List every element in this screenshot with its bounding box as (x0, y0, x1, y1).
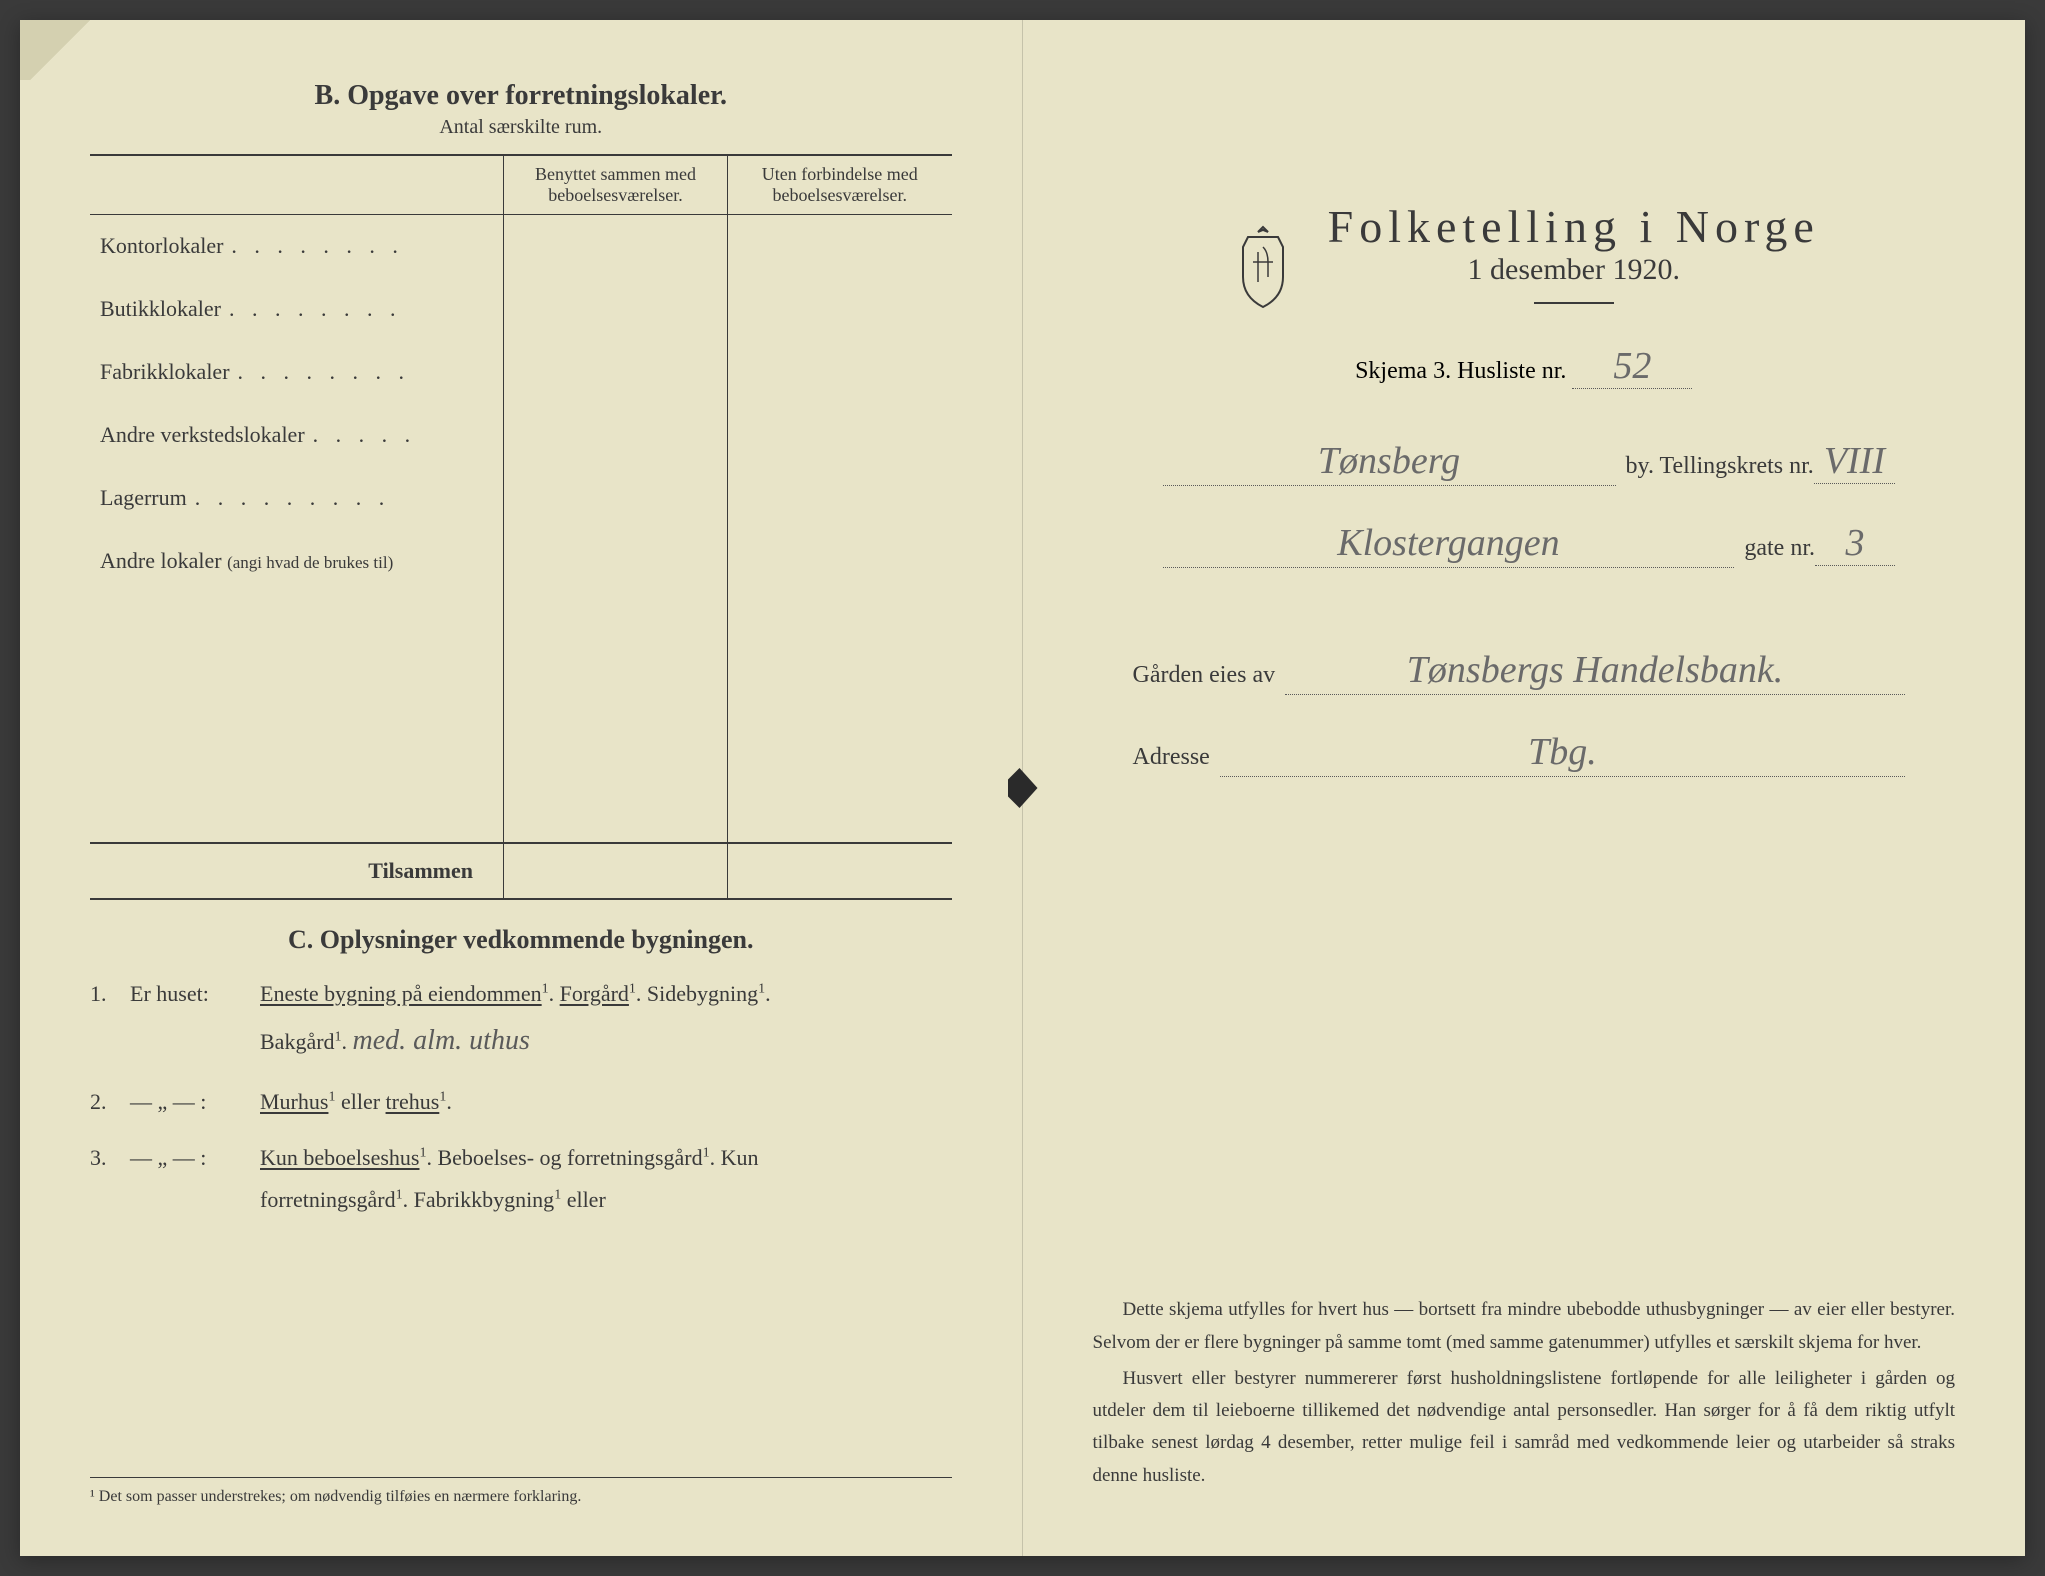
row-label: Lagerrum (100, 485, 187, 510)
cell (728, 278, 952, 341)
section-c-item-3: 3. — „ — : Kun beboelseshus1. Beboelses-… (90, 1137, 952, 1221)
owner-label: Gården eies av (1133, 662, 1276, 689)
blank-row (90, 743, 952, 793)
item-label: Er huset: (130, 973, 260, 1068)
row-label: Butikklokaler (100, 296, 221, 321)
skjema-label: Skjema 3. Husliste nr. (1355, 358, 1566, 384)
section-b-subtitle: Antal særskilte rum. (90, 116, 952, 139)
cell (728, 215, 952, 278)
owner-section: Gården eies av Tønsbergs Handelsbank. Ad… (1093, 648, 1956, 777)
cell (728, 530, 952, 593)
table-header-blank (90, 155, 504, 215)
instructions: Dette skjema utfylles for hvert hus — bo… (1093, 1294, 1956, 1496)
instructions-p2: Husvert eller bestyrer nummererer først … (1093, 1363, 1956, 1492)
row-label: Kontorlokaler (100, 233, 223, 258)
norway-crest-icon (1228, 222, 1298, 312)
business-premises-table: Benyttet sammen med beboelsesværelser. U… (90, 154, 952, 900)
row-label: Andre verkstedslokaler (100, 422, 305, 447)
table-row: Andre lokaler (angi hvad de brukes til) (90, 530, 952, 593)
cell (728, 341, 952, 404)
city-label: by. Tellingskrets nr. (1626, 453, 1814, 480)
row-label: Andre lokaler (100, 548, 222, 573)
handwritten-note: med. alm. uthus (353, 1025, 530, 1056)
address-value: Tbg. (1220, 730, 1905, 777)
street-label: gate nr. (1744, 535, 1815, 562)
item-content: Kun beboelseshus1. Beboelses- og forretn… (260, 1137, 952, 1221)
title-row: Folketelling i Norge 1 desember 1920. (1093, 200, 1956, 334)
main-title: Folketelling i Norge (1328, 200, 1820, 253)
row-label: Fabrikklokaler (100, 359, 230, 384)
cell (728, 467, 952, 530)
item-content: Murhus1 eller trehus1. (260, 1081, 952, 1123)
left-page: B. Opgave over forretningslokaler. Antal… (20, 20, 1023, 1556)
dots: . . . . . . . . . (195, 485, 391, 510)
section-c-title: C. Oplysninger vedkommende bygningen. (90, 925, 952, 955)
item-content: Eneste bygning på eiendommen1. Forgård1.… (260, 973, 952, 1068)
table-row: Kontorlokaler . . . . . . . . (90, 215, 952, 278)
dots: . . . . . . . . (238, 359, 411, 384)
table-row: Andre verkstedslokaler . . . . . (90, 404, 952, 467)
cell (504, 467, 728, 530)
cell (728, 843, 952, 899)
dots: . . . . . (313, 422, 417, 447)
husliste-nr: 52 (1572, 344, 1692, 389)
table-header-col1: Benyttet sammen med beboelsesværelser. (504, 155, 728, 215)
cell (504, 843, 728, 899)
cell (504, 530, 728, 593)
item-label: — „ — : (130, 1081, 260, 1123)
section-c-item-2: 2. — „ — : Murhus1 eller trehus1. (90, 1081, 952, 1123)
blank-row (90, 593, 952, 643)
owner-value: Tønsbergs Handelsbank. (1285, 648, 1905, 695)
cell (504, 341, 728, 404)
total-row: Tilsammen (90, 843, 952, 899)
right-page: Folketelling i Norge 1 desember 1920. Sk… (1023, 20, 2026, 1556)
skjema-line: Skjema 3. Husliste nr. 52 (1093, 344, 1956, 389)
instructions-p1: Dette skjema utfylles for hvert hus — bo… (1093, 1294, 1956, 1359)
cell (504, 215, 728, 278)
gate-nr: 3 (1815, 521, 1895, 566)
table-row: Fabrikklokaler . . . . . . . . (90, 341, 952, 404)
address-label: Adresse (1133, 744, 1210, 771)
dots: . . . . . . . . (231, 233, 404, 258)
footnote: ¹ Det som passer understrekes; om nødven… (90, 1477, 952, 1506)
item-number: 2. (90, 1081, 130, 1123)
divider (1534, 302, 1614, 304)
table-header-col2: Uten forbindelse med beboelsesværelser. (728, 155, 952, 215)
cell (504, 404, 728, 467)
owner-line: Gården eies av Tønsbergs Handelsbank. (1133, 648, 1916, 695)
census-document: B. Opgave over forretningslokaler. Antal… (20, 20, 2025, 1556)
tellingskrets-nr: VIII (1814, 439, 1895, 484)
blank-row (90, 793, 952, 843)
section-c: C. Oplysninger vedkommende bygningen. 1.… (90, 925, 952, 1221)
section-c-item-1: 1. Er huset: Eneste bygning på eiendomme… (90, 973, 952, 1068)
total-label: Tilsammen (90, 843, 504, 899)
dots: . . . . . . . . (229, 296, 402, 321)
section-b-header: B. Opgave over forretningslokaler. Antal… (90, 80, 952, 139)
cell (728, 404, 952, 467)
city-value: Tønsberg (1163, 439, 1616, 486)
date-line: 1 desember 1920. (1328, 253, 1820, 287)
cell (504, 278, 728, 341)
city-line: Tønsberg by. Tellingskrets nr. VIII (1153, 439, 1896, 486)
item-label: — „ — : (130, 1137, 260, 1221)
street-line: Klostergangen gate nr. 3 (1153, 521, 1896, 568)
table-row: Butikklokaler . . . . . . . . (90, 278, 952, 341)
street-value: Klostergangen (1163, 521, 1735, 568)
table-row: Lagerrum . . . . . . . . . (90, 467, 952, 530)
blank-row (90, 693, 952, 743)
section-b-title: B. Opgave over forretningslokaler. (90, 80, 952, 112)
address-line: Adresse Tbg. (1133, 730, 1916, 777)
item-number: 3. (90, 1137, 130, 1221)
blank-row (90, 643, 952, 693)
row-suffix: (angi hvad de brukes til) (227, 553, 393, 572)
item-number: 1. (90, 973, 130, 1068)
